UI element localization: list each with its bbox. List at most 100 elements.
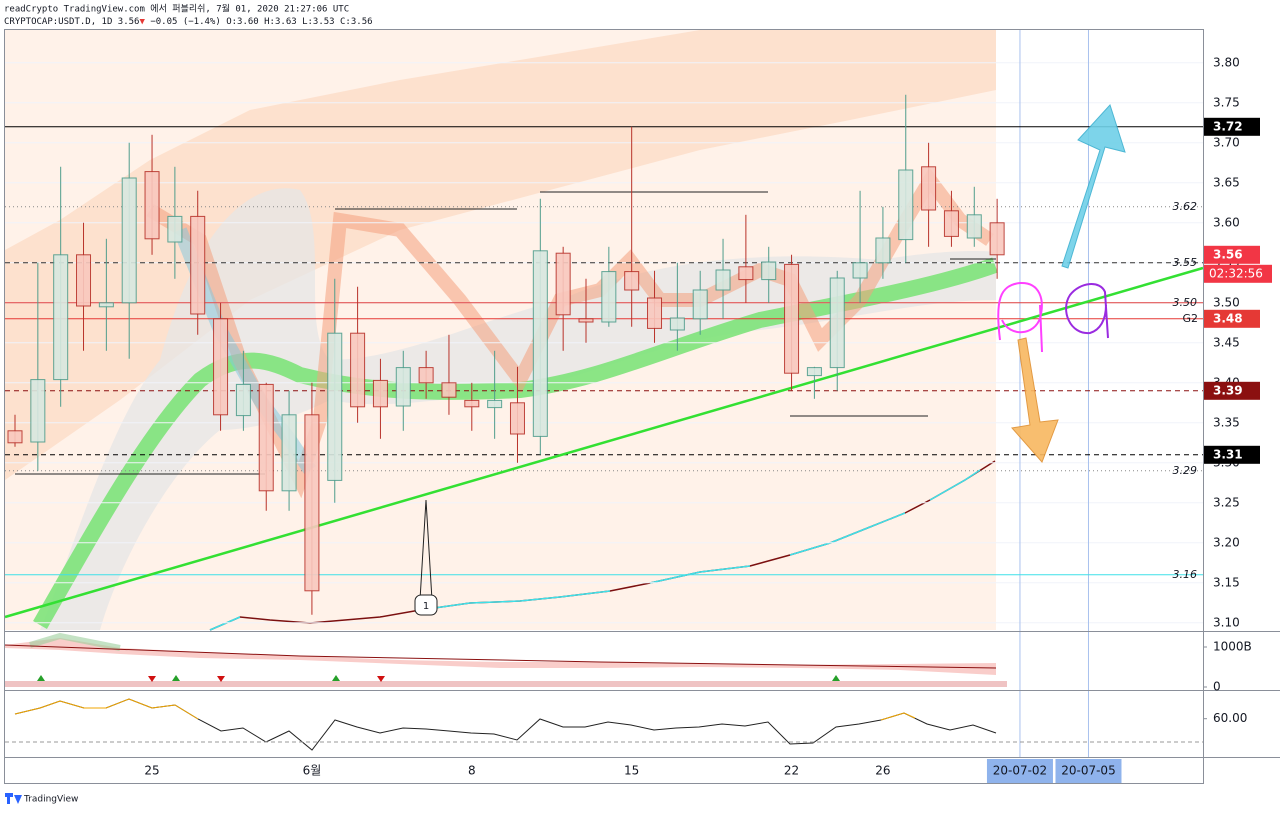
candle-body — [509, 402, 525, 435]
y-tick-label: 3.10 — [1213, 615, 1240, 629]
x-tick-label: 6월 — [303, 764, 322, 778]
candle-body — [943, 210, 959, 237]
candle-body — [327, 332, 343, 481]
candle-body — [966, 214, 982, 239]
oscillator-overbought-end — [880, 712, 916, 721]
up-arrow — [1061, 104, 1126, 269]
candle-body — [190, 215, 206, 315]
y-tick-label: 3.50 — [1213, 295, 1240, 309]
candle-body — [898, 169, 914, 241]
last-price: 3.56 — [118, 17, 140, 27]
symbol: CRYPTOCAP:USDT.D, 1D — [4, 17, 112, 27]
x-tick-label: 8 — [468, 764, 476, 778]
y-tick-label: 0 — [1213, 680, 1221, 694]
candle-body — [555, 252, 571, 316]
y-tick-label: 60.00 — [1213, 711, 1247, 725]
candle-body — [395, 367, 411, 407]
level-label: 3.62 — [1173, 200, 1198, 213]
candle-body — [121, 177, 137, 304]
brand: TradingView — [23, 795, 78, 805]
high: H:3.63 — [264, 17, 297, 27]
candle-body — [487, 399, 503, 409]
level-tag — [1204, 245, 1260, 264]
candle-body — [304, 414, 320, 592]
attribution: readCrypto TradingView.com 에서 퍼블리쉬, 7월 0… — [4, 3, 349, 15]
down-arrow — [1011, 337, 1059, 463]
close: C:3.56 — [340, 17, 373, 27]
sell-markers — [148, 676, 385, 682]
low: L:3.53 — [302, 17, 335, 27]
candle-body — [601, 271, 617, 323]
candle-body — [464, 399, 480, 408]
candle-body — [692, 289, 708, 320]
x-tick-label: 26 — [875, 764, 890, 778]
candle-body — [53, 254, 69, 381]
y-tick-label: 3.35 — [1213, 415, 1240, 429]
y-tick-label: 3.25 — [1213, 495, 1240, 509]
level-tag — [1204, 309, 1260, 328]
x-tick-label: 20-07-05 — [1061, 764, 1115, 778]
candle-body — [167, 215, 183, 243]
level-tag — [1204, 117, 1260, 136]
symbol-line: CRYPTOCAP:USDT.D, 1D 3.56▼ −0.05 (−1.4%)… — [4, 17, 373, 27]
oscillator-overbought — [14, 698, 199, 720]
level-label: 3.39 — [1213, 383, 1243, 397]
candle-body — [761, 261, 777, 281]
candle-body — [144, 171, 160, 240]
axes-layer: 3.103.153.203.253.303.353.403.453.503.55… — [144, 55, 1272, 783]
level-label: 3.56 — [1213, 247, 1243, 261]
level-label: 3.31 — [1213, 447, 1243, 461]
candle-body — [852, 262, 868, 279]
y-tick-label: 3.15 — [1213, 575, 1240, 589]
volume-cloud-green — [29, 632, 121, 651]
oscillator-line-end — [880, 712, 997, 734]
candle-body — [235, 383, 251, 417]
x-tick-label: 20-07-02 — [993, 764, 1047, 778]
x-tick-label: 15 — [624, 764, 639, 778]
volume-strip — [5, 681, 1007, 687]
candles-layer — [7, 94, 1005, 615]
callout-line — [419, 499, 433, 601]
countdown-tag — [1204, 264, 1272, 283]
level-label: 3.55 — [1173, 256, 1198, 269]
y-tick-label: 1000B — [1213, 640, 1252, 654]
callout-box — [414, 594, 438, 616]
level-tag — [1204, 381, 1260, 400]
candle-body — [784, 263, 800, 374]
candle-body — [806, 367, 822, 377]
candle-body — [715, 269, 731, 291]
candle-body — [624, 271, 640, 291]
candle-body — [258, 383, 274, 492]
x-tick-label: 25 — [144, 764, 159, 778]
candle-body — [98, 302, 114, 308]
candle-body — [647, 297, 663, 329]
level-label: 3.50 — [1173, 296, 1198, 309]
candle-body — [418, 367, 434, 384]
candle-body — [350, 332, 366, 408]
change: −0.05 (−1.4%) — [150, 17, 220, 27]
candle-body — [829, 277, 845, 369]
candle-body — [875, 237, 891, 264]
candle-body — [669, 317, 685, 331]
open: O:3.60 — [226, 17, 259, 27]
y-tick-label: 3.70 — [1213, 135, 1240, 149]
y-tick-label: 3.20 — [1213, 535, 1240, 549]
candle-body — [281, 414, 297, 492]
volume-cloud — [5, 638, 996, 675]
trend-line — [4, 266, 1204, 619]
level-label: 3.48 — [1213, 311, 1243, 325]
magenta-drawing — [997, 281, 1043, 353]
gray-ribbon — [40, 188, 996, 630]
candle-body — [532, 250, 548, 437]
annotation: 1 — [423, 601, 429, 612]
level-label: 3.29 — [1173, 464, 1198, 477]
y-tick-label: 3.60 — [1213, 215, 1240, 229]
candle-body — [213, 318, 229, 416]
candle-body — [921, 166, 937, 211]
level-tag — [1204, 445, 1260, 464]
date-tag — [986, 759, 1053, 783]
moving-average-rising — [209, 469, 981, 631]
y-tick-label: 3.45 — [1213, 335, 1240, 349]
change-arrow: ▼ — [139, 17, 145, 27]
purple-drawing — [1065, 283, 1109, 339]
